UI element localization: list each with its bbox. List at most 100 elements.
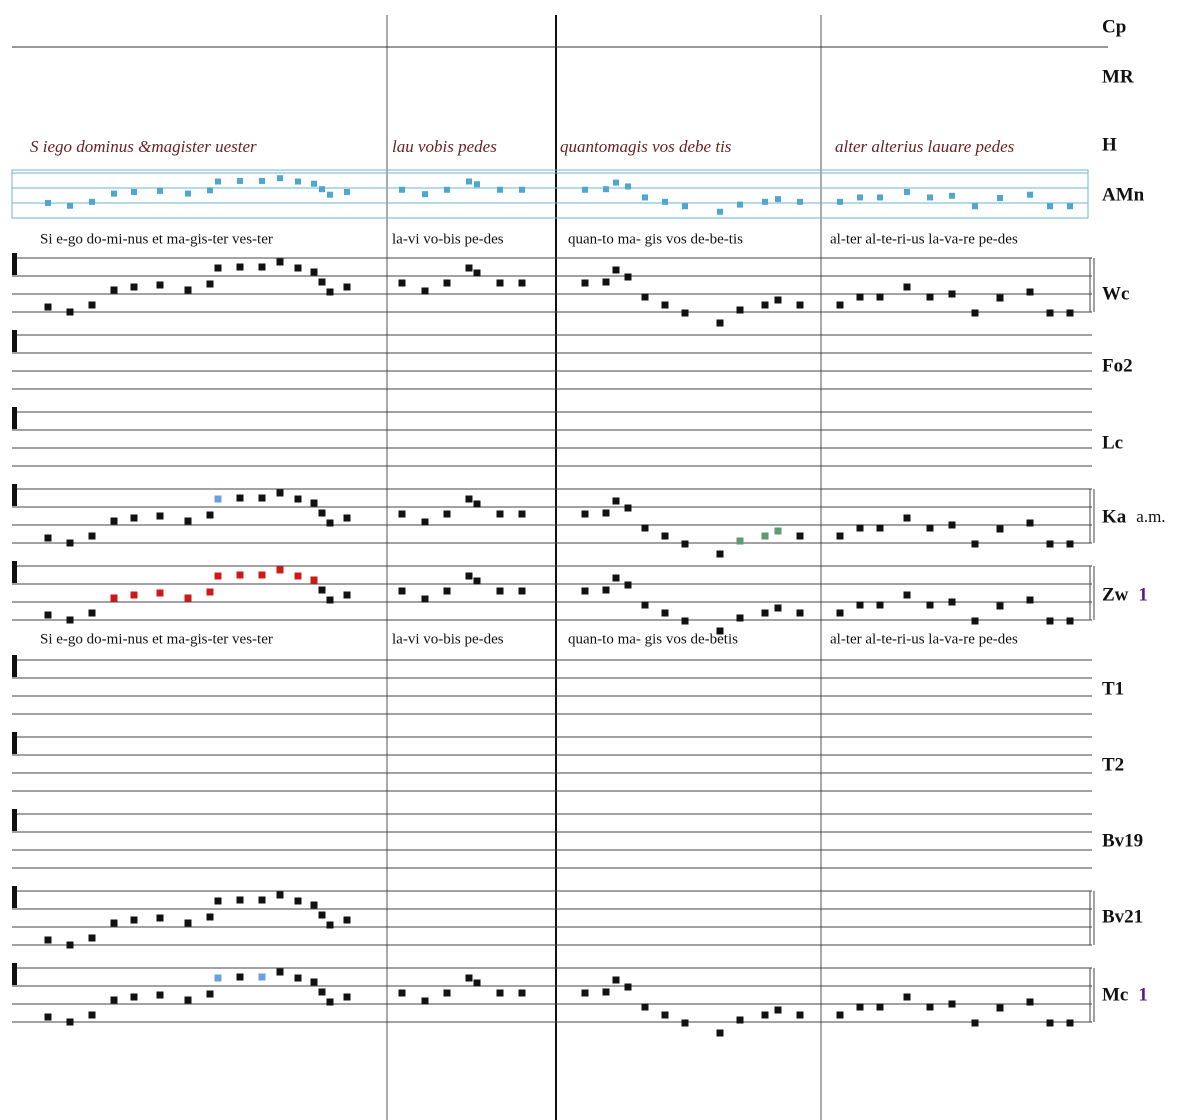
clef xyxy=(12,561,17,583)
note xyxy=(465,495,473,503)
note xyxy=(111,190,117,197)
note xyxy=(258,571,266,579)
lyric: al-ter al-te-ri-us la-va-re pe-des xyxy=(830,631,1018,647)
amn-box xyxy=(11,169,1089,219)
clef xyxy=(12,330,17,352)
clef xyxy=(12,732,17,754)
note xyxy=(318,278,326,286)
note xyxy=(66,616,74,624)
note xyxy=(797,198,803,205)
note xyxy=(326,288,334,296)
clef xyxy=(12,809,17,831)
note xyxy=(903,993,911,1001)
note xyxy=(926,293,934,301)
note xyxy=(237,177,243,184)
note xyxy=(184,996,192,1004)
note xyxy=(343,916,351,924)
note xyxy=(343,591,351,599)
staff-label: Zw xyxy=(1102,584,1129,605)
note xyxy=(88,1011,96,1019)
note xyxy=(276,968,284,976)
note xyxy=(1067,203,1073,210)
manuscript-text: S iego dominus &magister uester xyxy=(30,137,257,156)
note xyxy=(948,1000,956,1008)
note xyxy=(294,495,302,503)
manuscript-text: quantomagis vos debe tis xyxy=(560,137,732,156)
note xyxy=(927,194,933,201)
note xyxy=(774,604,782,612)
note xyxy=(948,290,956,298)
note xyxy=(156,914,164,922)
note xyxy=(184,286,192,294)
note xyxy=(496,989,504,997)
note xyxy=(774,296,782,304)
note xyxy=(44,1013,52,1021)
note xyxy=(602,586,610,594)
note xyxy=(716,319,724,327)
note xyxy=(294,974,302,982)
note xyxy=(903,283,911,291)
note xyxy=(326,519,334,527)
note xyxy=(421,997,429,1005)
note xyxy=(581,989,589,997)
staff-label: T1 xyxy=(1102,678,1124,699)
note xyxy=(474,181,480,188)
note xyxy=(421,595,429,603)
note xyxy=(310,978,318,986)
note xyxy=(276,258,284,266)
lyric: la-vi vo-bis pe-des xyxy=(392,231,504,247)
note xyxy=(836,1011,844,1019)
note xyxy=(422,191,428,198)
note xyxy=(206,511,214,519)
note xyxy=(716,1029,724,1037)
manuscript-text: lau vobis pedes xyxy=(392,137,497,156)
note xyxy=(130,993,138,1001)
note xyxy=(1047,203,1053,210)
note xyxy=(856,524,864,532)
note xyxy=(44,303,52,311)
manuscript-text: alter alterius lauare pedes xyxy=(835,137,1015,156)
staff-label: Cp xyxy=(1102,16,1126,37)
note xyxy=(207,187,213,194)
note xyxy=(661,609,669,617)
staff-label: Bv19 xyxy=(1102,830,1143,851)
clef xyxy=(12,407,17,429)
note xyxy=(876,293,884,301)
note xyxy=(1046,1019,1054,1027)
note xyxy=(736,1016,744,1024)
note xyxy=(612,266,620,274)
note xyxy=(156,991,164,999)
note xyxy=(1026,519,1034,527)
lyric: al-ter al-te-ri-us la-va-re pe-des xyxy=(830,231,1018,247)
note xyxy=(66,1018,74,1026)
note xyxy=(612,574,620,582)
note xyxy=(857,194,863,201)
note xyxy=(625,183,631,190)
note xyxy=(496,510,504,518)
note xyxy=(184,517,192,525)
note xyxy=(110,594,118,602)
clef xyxy=(12,886,17,908)
note xyxy=(294,897,302,905)
note xyxy=(66,308,74,316)
note xyxy=(518,510,526,518)
note xyxy=(66,539,74,547)
note xyxy=(294,572,302,580)
note xyxy=(236,263,244,271)
note xyxy=(398,587,406,595)
note xyxy=(214,495,222,503)
note xyxy=(398,510,406,518)
note xyxy=(473,269,481,277)
note xyxy=(444,186,450,193)
note xyxy=(682,203,688,210)
note xyxy=(343,993,351,1001)
note xyxy=(131,188,137,195)
note xyxy=(276,566,284,574)
note xyxy=(206,588,214,596)
staff-label: H xyxy=(1102,134,1117,155)
note xyxy=(796,1011,804,1019)
note xyxy=(110,996,118,1004)
note xyxy=(277,175,283,182)
note xyxy=(466,178,472,185)
note xyxy=(877,194,883,201)
